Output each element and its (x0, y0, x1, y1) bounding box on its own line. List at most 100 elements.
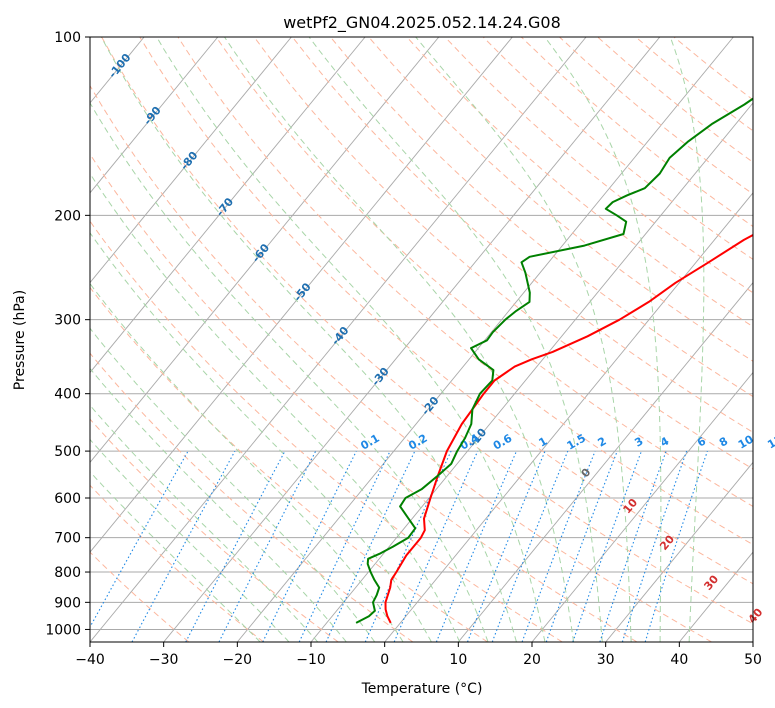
isotherm-line (90, 37, 587, 642)
mixing-ratio-label: 8 (717, 435, 730, 450)
moist-adiabat-line (415, 37, 632, 642)
x-tick-label: 0 (380, 652, 389, 668)
wetbulb-label: 30 (701, 572, 721, 592)
y-tick-label: 500 (54, 444, 81, 460)
y-axis-label: Pressure (hPa) (12, 290, 28, 390)
mixing-ratio-line (90, 450, 189, 629)
y-tick-label: 1000 (45, 622, 81, 638)
dry-adiabat-line (368, 37, 753, 362)
x-tick-label: −10 (296, 652, 326, 668)
moist-adiabat-line (224, 37, 575, 642)
dry-adiabat-line (253, 37, 753, 470)
mixing-ratio-label: 0.6 (491, 431, 515, 452)
isotherm-line (531, 371, 753, 642)
mixing-ratio-label: 6 (695, 434, 708, 449)
mixing-ratio-line (466, 450, 546, 642)
wetbulb-label: 40 (746, 606, 766, 626)
mixing-ratio-line (185, 450, 286, 642)
moist-adiabat-line (669, 37, 705, 642)
isotherm-line (90, 37, 366, 374)
mixing-ratio-label: 0.1 (358, 432, 381, 453)
mixing-ratio-line (521, 450, 596, 642)
moist-adiabat-line (90, 172, 461, 642)
y-tick-label: 600 (54, 491, 81, 507)
dry-adiabat-line (90, 84, 712, 642)
dry-adiabat-line (90, 352, 414, 642)
isotherm-line (90, 37, 440, 464)
moist-adiabat-line (544, 37, 662, 642)
mixing-ratio-line (364, 450, 452, 642)
x-tick-label: 20 (523, 652, 541, 668)
moist-adiabat-line (90, 231, 432, 642)
mixing-ratio-line (131, 450, 236, 642)
isotherm-line (457, 281, 753, 642)
isotherm-line (90, 37, 292, 284)
dry-adiabat-line (177, 37, 753, 546)
dry-adiabat-line (90, 484, 264, 642)
moist-adiabat-line (90, 471, 261, 642)
moist-adiabat-line (308, 37, 603, 642)
y-tick-label: 100 (54, 30, 81, 46)
isotherm-line (310, 102, 753, 642)
mixing-ratio-label: 1 (537, 435, 550, 450)
chart-title: wetPf2_GN04.2025.052.14.24.G08 (283, 13, 561, 33)
mixing-ratio-line (599, 450, 667, 642)
moist-adiabat-line (90, 327, 376, 642)
y-tick-label: 800 (54, 565, 81, 581)
x-tick-label: −30 (149, 652, 179, 668)
x-tick-label: 50 (744, 652, 762, 668)
moist-adiabat-line (100, 37, 517, 642)
isotherm-line (384, 192, 753, 642)
background-lines (0, 37, 753, 642)
dry-adiabat-line (215, 37, 753, 507)
mixing-ratio-line (298, 450, 391, 642)
isotherm-line (605, 461, 753, 642)
x-tick-label: 30 (597, 652, 615, 668)
isotherm-line (90, 37, 513, 553)
dry-adiabat-line (90, 551, 190, 642)
y-tick-label: 400 (54, 387, 81, 403)
y-tick-label: 300 (54, 313, 81, 329)
mixing-ratio-line (572, 450, 643, 642)
profile-series (355, 97, 753, 624)
moist-adiabat-line (156, 37, 546, 642)
mixing-ratio-label: 1.5 (565, 432, 588, 453)
dry-adiabat-line (444, 37, 753, 294)
mixing-ratio-label: 0.2 (406, 432, 429, 453)
isotherm-line (163, 37, 661, 642)
axes: −40 −30 −20 −10 0 10 20 30 40 50 1000 900 800 700 600 5… (45, 30, 762, 668)
mixing-ratio-line (393, 450, 479, 642)
dry-adiabat-line (90, 220, 563, 642)
isotherm-line (236, 37, 734, 642)
dry-adiabat-line (673, 37, 753, 101)
dry-adiabat-line (90, 286, 488, 642)
dewpoint-line (355, 97, 753, 624)
moist-adiabat-line (90, 438, 290, 642)
y-tick-label: 200 (54, 208, 81, 224)
mixing-ratio-label: 3 (632, 435, 645, 450)
mixing-ratio-line (644, 450, 708, 642)
isotherm-line (90, 37, 219, 194)
isotherm-label: -20 (419, 394, 442, 418)
x-tick-label: −40 (75, 652, 105, 668)
dry-adiabat-line (292, 37, 753, 433)
isotherm-line (0, 37, 70, 642)
moist-adiabat-line (90, 101, 489, 642)
mixing-ratio-label: 13 (765, 433, 775, 452)
mixing-ratio-line (491, 450, 569, 642)
dry-adiabat-line (90, 418, 339, 642)
temperature-line (384, 233, 753, 624)
x-tick-label: 10 (449, 652, 467, 668)
x-tick-label: −20 (223, 652, 253, 668)
x-axis-label: Temperature (°C) (361, 681, 483, 697)
mixing-ratio-line (262, 450, 357, 642)
y-tick-label: 700 (54, 531, 81, 547)
y-tick-label: 900 (54, 595, 81, 611)
mixing-ratio-line (545, 450, 618, 642)
moist-adiabat-line (90, 404, 319, 642)
moist-adiabat-line (90, 367, 347, 642)
isotherm-line (752, 641, 753, 642)
plot-frame (89, 36, 754, 643)
x-tick-label: 40 (670, 652, 688, 668)
